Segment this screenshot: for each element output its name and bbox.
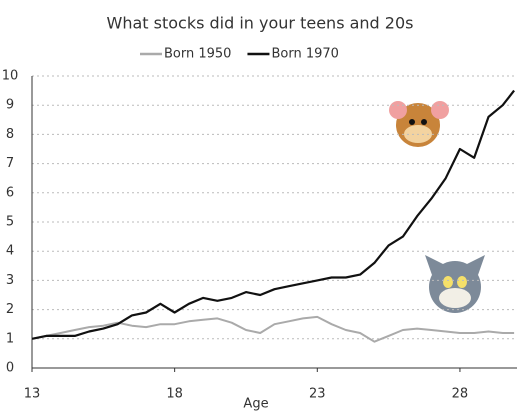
y-tick-label: 9 <box>6 98 14 113</box>
legend-label: Born 1970 <box>271 47 338 62</box>
y-tick-label: 2 <box>6 302 14 317</box>
y-tick-label: 6 <box>6 185 14 200</box>
y-tick-label: 0 <box>6 361 14 376</box>
y-tick-label: 5 <box>6 215 14 230</box>
y-tick-label: 7 <box>6 156 14 171</box>
jerry-picture <box>389 101 449 147</box>
y-tick-label: 4 <box>6 244 14 259</box>
x-tick-label: 18 <box>166 387 183 402</box>
series-line <box>31 89 515 340</box>
y-tick-label: 8 <box>6 127 14 142</box>
x-tick-label: 13 <box>24 387 41 402</box>
x-tick-label: 23 <box>309 387 326 402</box>
x-tick-label: 28 <box>452 387 469 402</box>
x-axis-label: Age <box>243 397 268 412</box>
y-tick-label: 3 <box>6 273 14 288</box>
series-line <box>31 315 515 343</box>
tom-picture <box>425 255 485 313</box>
y-tick-label: 1 <box>6 331 14 346</box>
legend-label: Born 1950 <box>164 47 231 62</box>
y-tick-label: 10 <box>2 69 19 84</box>
chart-title: What stocks did in your teens and 20s <box>107 14 414 33</box>
